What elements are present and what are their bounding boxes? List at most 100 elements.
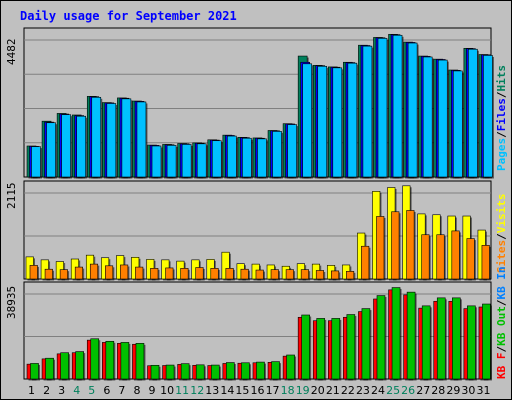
- bar-pages-day-30: [468, 48, 478, 178]
- x-tick-label-day-27: 27: [416, 384, 430, 397]
- bar-kb_out-day-2: [45, 357, 54, 380]
- bar-kb_out-day-15: [241, 362, 250, 380]
- bar-kb_out-day-29: [452, 297, 461, 380]
- bar-sites-day-3: [59, 269, 68, 280]
- bar-pages-day-7: [121, 98, 132, 178]
- bar-sites-day-27: [421, 234, 430, 280]
- bar-pages-day-14: [227, 135, 237, 178]
- bar-kb_out-day-8: [135, 343, 145, 380]
- bar-sites-day-1: [29, 265, 38, 280]
- x-tick-label-day-24: 24: [371, 384, 385, 397]
- bar-kb_out-day-6: [105, 340, 115, 380]
- bar-kb_out-day-22: [346, 314, 356, 380]
- bar-kb_out-day-19: [301, 314, 310, 380]
- chart-title: Daily usage for September 2021: [20, 9, 237, 23]
- bar-sites-day-14: [225, 268, 234, 280]
- bar-sites-day-21: [330, 270, 340, 280]
- bar-kb_out-day-10: [165, 364, 175, 380]
- bar-sites-day-18: [285, 269, 294, 280]
- bar-sites-day-25: [391, 211, 400, 280]
- bar-sites-day-11: [180, 268, 189, 280]
- x-tick-label-day-22: 22: [341, 384, 355, 397]
- bar-sites-day-29: [451, 230, 460, 280]
- x-tick-label-day-15: 15: [235, 384, 249, 397]
- bar-sites-day-8: [135, 266, 144, 280]
- x-tick-label-day-26: 26: [401, 384, 415, 397]
- bar-sites-day-16: [255, 269, 264, 280]
- bar-pages-day-19: [302, 63, 312, 178]
- bar-pages-day-9: [151, 145, 162, 178]
- bar-pages-day-25: [392, 34, 403, 178]
- bar-sites-day-26: [406, 210, 415, 280]
- bar-sites-day-30: [466, 238, 475, 280]
- bar-pages-day-18: [287, 124, 297, 178]
- bar-sites-day-10: [165, 267, 174, 280]
- x-tick-label-day-20: 20: [311, 384, 325, 397]
- bar-kb_out-day-18: [286, 354, 295, 380]
- bar-pages-day-17: [272, 131, 282, 178]
- bar-kb_out-day-4: [75, 351, 84, 380]
- bar-sites-day-5: [89, 263, 99, 280]
- x-tick-label-day-7: 7: [118, 384, 125, 397]
- x-tick-label-day-25: 25: [386, 384, 400, 397]
- bar-pages-day-12: [196, 143, 207, 178]
- x-tick-label-day-4: 4: [73, 384, 80, 397]
- bar-sites-day-20: [315, 270, 325, 280]
- bar-sites-day-7: [120, 264, 129, 280]
- bar-sites-day-31: [481, 245, 490, 280]
- x-tick-label-day-28: 28: [431, 384, 445, 397]
- bar-sites-day-13: [210, 268, 219, 280]
- x-tick-label-day-5: 5: [88, 384, 95, 397]
- bar-pages-day-26: [407, 42, 418, 178]
- bar-pages-day-21: [332, 67, 343, 178]
- bar-pages-day-13: [211, 140, 222, 178]
- bar-sites-day-24: [376, 216, 385, 280]
- bar-kb_out-day-11: [180, 363, 190, 380]
- bar-kb_out-day-25: [391, 287, 401, 380]
- bar-pages-day-29: [453, 70, 463, 178]
- bar-kb_out-day-5: [90, 338, 100, 380]
- bar-sites-day-4: [74, 266, 83, 280]
- x-tick-label-day-12: 12: [190, 384, 204, 397]
- bar-sites-day-19: [300, 269, 309, 280]
- bar-sites-day-2: [44, 268, 53, 280]
- bar-kb_out-day-14: [226, 362, 235, 380]
- bar-pages-day-31: [483, 55, 493, 178]
- bar-pages-day-23: [362, 45, 373, 178]
- bar-kb_out-day-13: [210, 364, 220, 380]
- bar-kb_out-day-31: [482, 303, 491, 380]
- bar-pages-day-16: [257, 138, 267, 178]
- bar-sites-day-28: [436, 234, 445, 280]
- bar-kb_out-day-21: [331, 318, 341, 380]
- bar-pages-day-24: [377, 38, 388, 178]
- bar-pages-day-1: [31, 146, 41, 178]
- bar-kb_out-day-9: [150, 364, 160, 380]
- bar-kb_out-day-24: [376, 295, 386, 380]
- bar-sites-day-22: [346, 271, 355, 280]
- bar-kb_out-day-7: [120, 342, 130, 380]
- bar-pages-day-3: [61, 114, 71, 178]
- bar-pages-day-4: [76, 115, 86, 178]
- bar-sites-day-23: [361, 245, 370, 280]
- bar-kb_out-day-26: [406, 291, 416, 380]
- x-tick-label-day-13: 13: [205, 384, 219, 397]
- bar-pages-day-11: [181, 144, 192, 178]
- bar-sites-day-17: [270, 269, 279, 280]
- bar-kb_out-day-28: [436, 297, 446, 380]
- x-tick-label-day-11: 11: [175, 384, 189, 397]
- bar-kb_out-day-30: [467, 305, 476, 380]
- x-tick-label-day-23: 23: [356, 384, 370, 397]
- bar-pages-day-10: [166, 145, 177, 178]
- x-tick-label-day-6: 6: [103, 384, 110, 397]
- bar-kb_out-day-17: [271, 361, 280, 380]
- bar-pages-day-15: [242, 137, 252, 178]
- bar-pages-day-28: [437, 59, 448, 178]
- x-tick-label-day-31: 31: [476, 384, 490, 397]
- x-tick-label-day-1: 1: [28, 384, 35, 397]
- x-tick-label-day-2: 2: [43, 384, 50, 397]
- bar-pages-day-20: [317, 65, 328, 178]
- bar-pages-day-5: [91, 96, 102, 178]
- bar-kb_out-day-16: [256, 361, 265, 380]
